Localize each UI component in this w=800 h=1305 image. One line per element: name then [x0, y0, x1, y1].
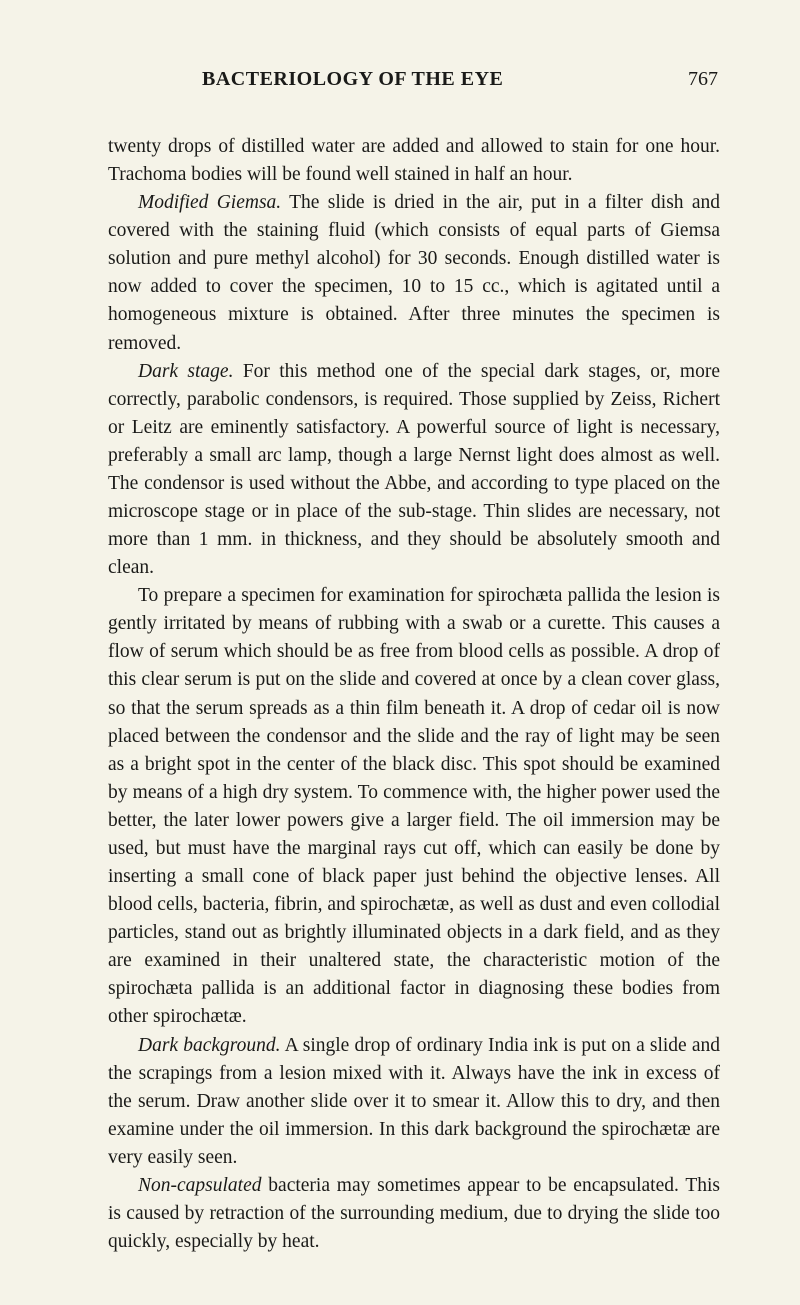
lead-italic: Dark stage. [138, 361, 233, 382]
lead-italic: Non-capsulated [138, 1175, 261, 1196]
page-number: 767 [688, 68, 718, 91]
page: BACTERIOLOGY OF THE EYE 767 twenty drops… [0, 0, 800, 1305]
body-text: twenty drops of distilled water are adde… [108, 133, 720, 1256]
paragraph-6: Non-capsulated bacteria may sometimes ap… [108, 1172, 720, 1256]
lead-italic: Modified Giemsa. [138, 192, 281, 213]
page-header: BACTERIOLOGY OF THE EYE 767 [108, 68, 720, 91]
lead-italic: Dark background. [138, 1035, 281, 1056]
paragraph-2-rest: The slide is dried in the air, put in a … [108, 192, 720, 353]
paragraph-3-rest: For this method one of the special dark … [108, 361, 720, 579]
header-title: BACTERIOLOGY OF THE EYE [202, 68, 503, 91]
paragraph-1: twenty drops of distilled water are adde… [108, 133, 720, 189]
paragraph-2: Modified Giemsa. The slide is dried in t… [108, 189, 720, 357]
paragraph-3: Dark stage. For this method one of the s… [108, 358, 720, 583]
paragraph-5: Dark background. A single drop of ordina… [108, 1032, 720, 1172]
paragraph-4: To prepare a specimen for examination fo… [108, 582, 720, 1031]
